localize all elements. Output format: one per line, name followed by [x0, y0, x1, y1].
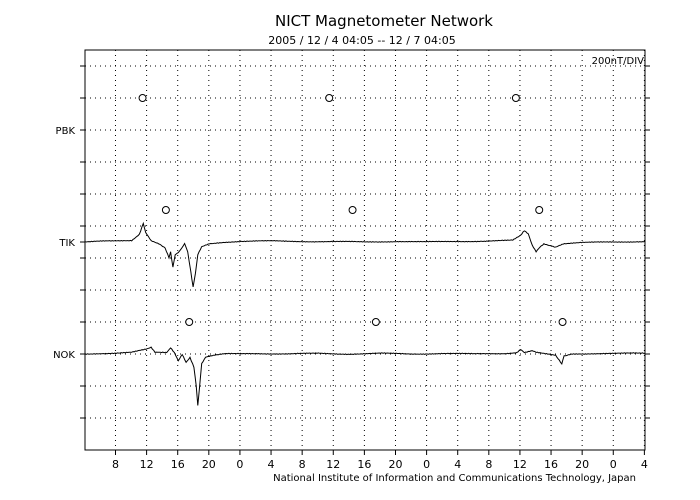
x-tick-label: 16 — [171, 458, 185, 471]
x-tick-label: 0 — [423, 458, 430, 471]
marker-circle — [138, 94, 147, 102]
marker-circle — [325, 94, 334, 102]
series-tik: TIK — [58, 206, 646, 287]
x-tick-label: 16 — [357, 458, 371, 471]
marker-circle — [511, 94, 520, 102]
series-group: PBK TIK NOK — [53, 94, 646, 406]
marker-circle — [371, 318, 380, 326]
x-tick-label: 0 — [236, 458, 243, 471]
series-nok: NOK — [53, 318, 645, 406]
x-tick-label: 12 — [140, 458, 154, 471]
marker-circle — [558, 318, 567, 326]
chart-title: NICT Magnetometer Network — [275, 12, 493, 30]
series-pbk: PBK — [56, 94, 520, 137]
station-label: NOK — [53, 350, 75, 361]
chart-subtitle: 2005 / 12 / 4 04:05 -- 12 / 7 04:05 — [268, 34, 455, 47]
station-label: TIK — [58, 238, 75, 249]
trace-nok — [84, 346, 645, 406]
x-tick-label: 20 — [202, 458, 216, 471]
x-tick-label: 0 — [610, 458, 617, 471]
trace-tik — [84, 221, 646, 287]
credit-text: National Institute of Information and Co… — [273, 473, 636, 484]
x-tick-label: 12 — [326, 458, 340, 471]
x-tick-label: 16 — [544, 458, 558, 471]
x-tick-label: 12 — [513, 458, 527, 471]
x-tick-label: 20 — [575, 458, 589, 471]
x-tick-label: 4 — [454, 458, 461, 471]
x-axis: 8 12 16 20 0 4 8 12 16 20 0 4 8 12 16 20 0 4 — [112, 450, 648, 471]
marker-circle — [535, 206, 544, 214]
x-tick-label: 4 — [641, 458, 648, 471]
marker-circle — [161, 206, 170, 214]
grid — [80, 50, 650, 450]
x-tick-label: 8 — [485, 458, 492, 471]
station-label: PBK — [56, 126, 76, 137]
x-tick-label: 20 — [388, 458, 402, 471]
marker-circle — [185, 318, 194, 326]
x-tick-label: 4 — [268, 458, 275, 471]
marker-circle — [348, 206, 357, 214]
plot-frame — [84, 49, 646, 451]
x-tick-label: 8 — [299, 458, 306, 471]
x-tick-label: 8 — [112, 458, 119, 471]
scale-label: 200nT/DIV — [592, 56, 645, 67]
